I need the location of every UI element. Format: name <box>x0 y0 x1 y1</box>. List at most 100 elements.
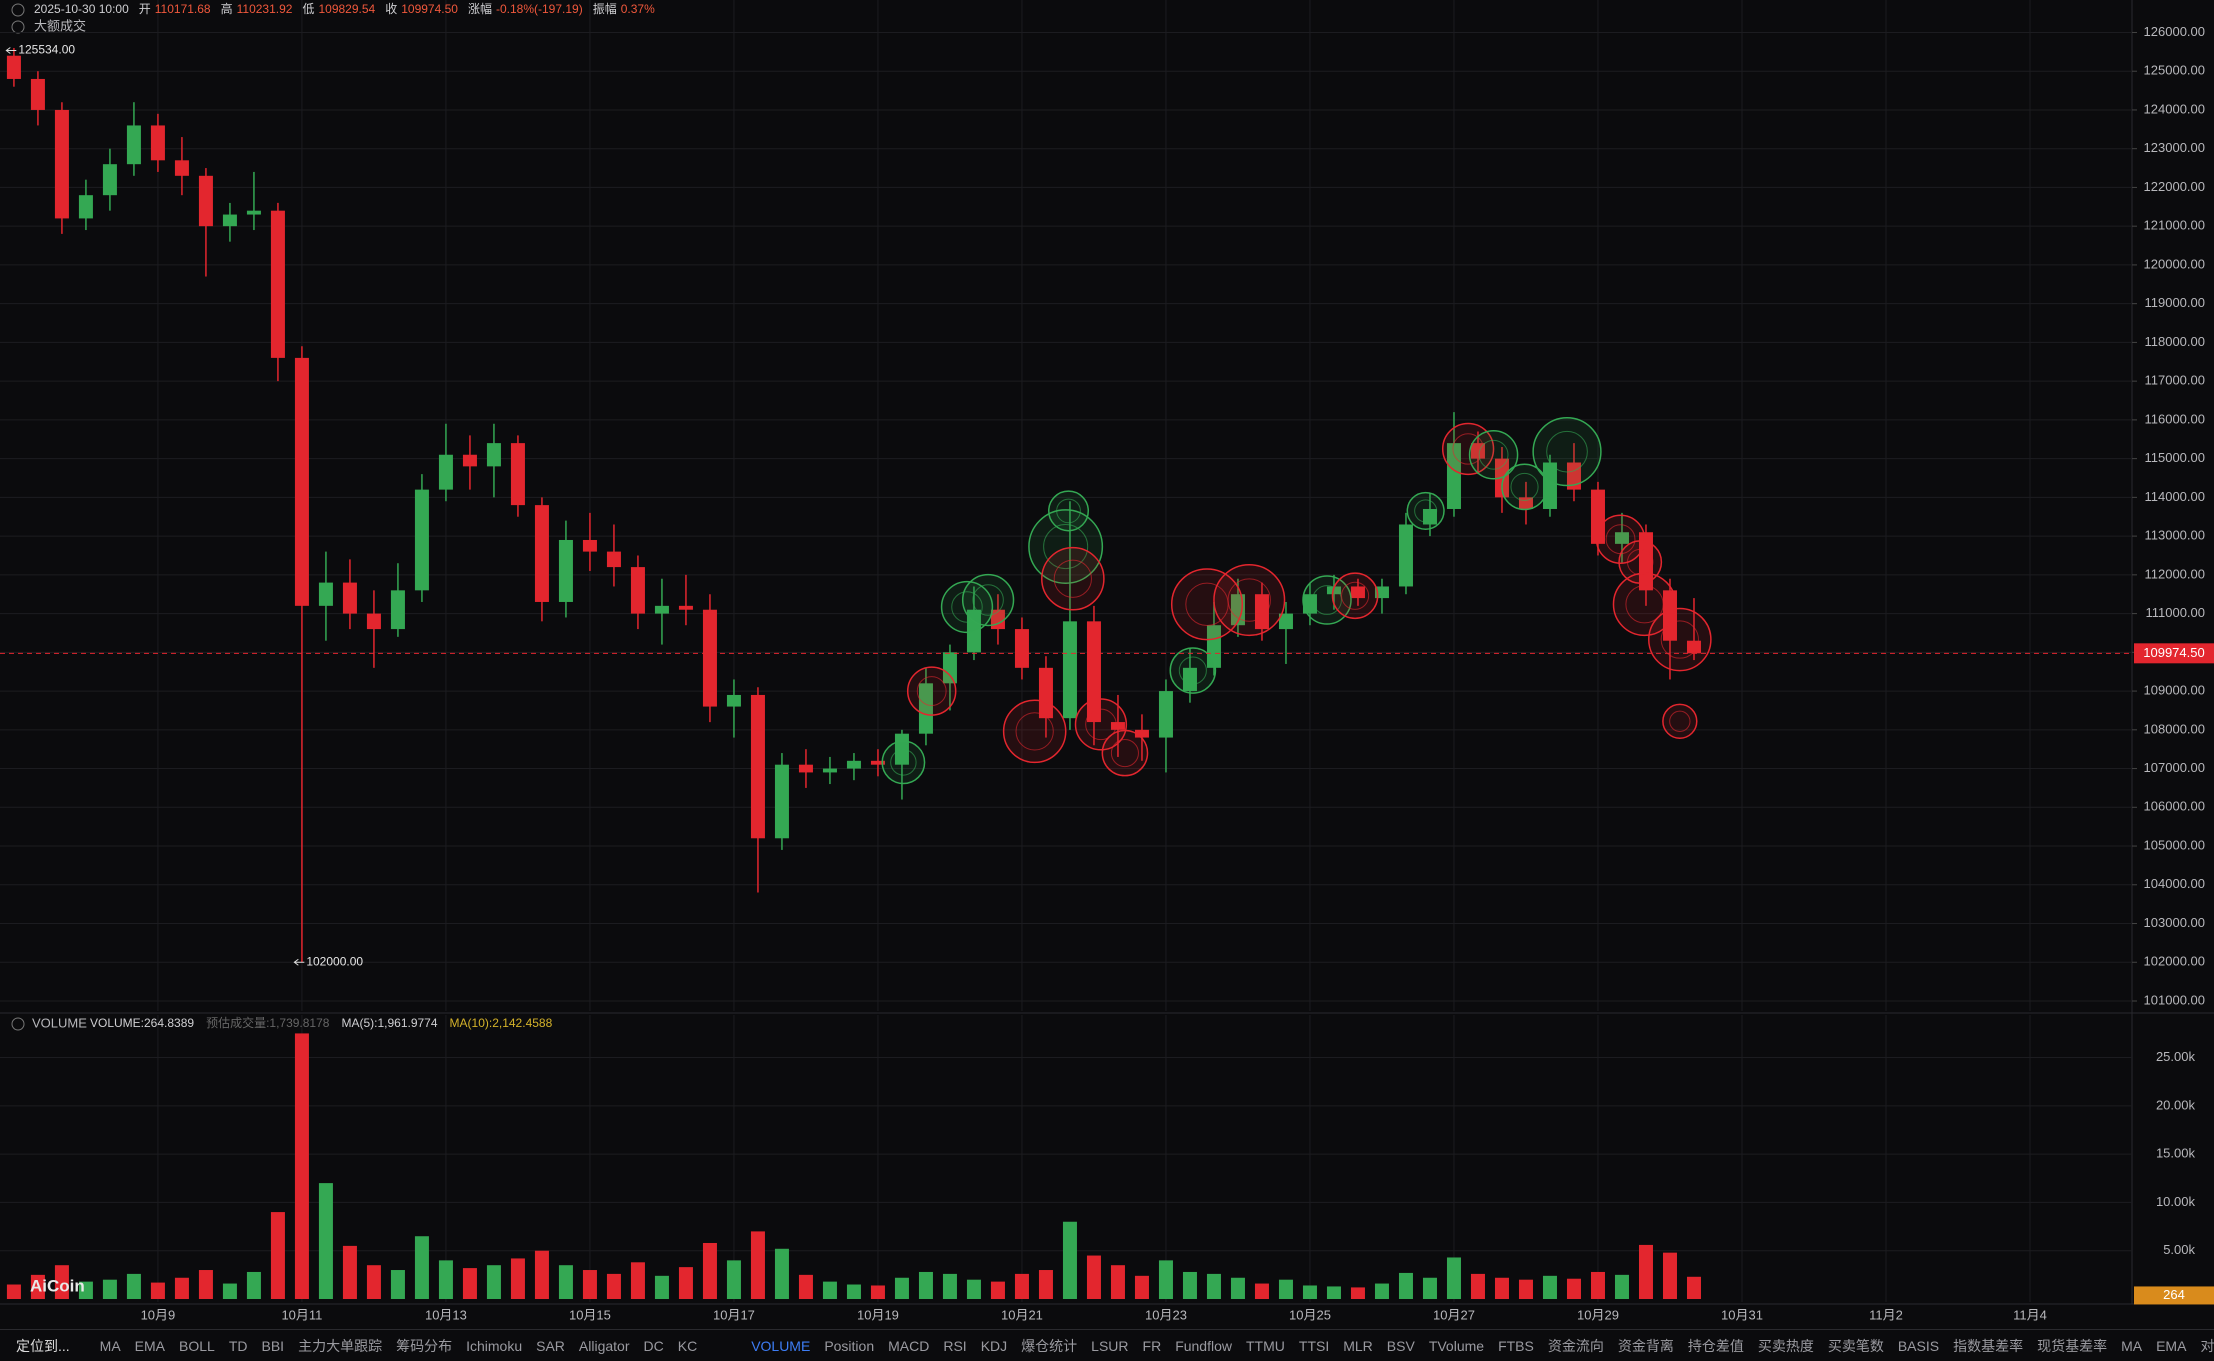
collapse-icon[interactable] <box>11 20 25 34</box>
toolbar-item[interactable]: MA <box>2121 1337 2143 1354</box>
volume-bar <box>1494 1277 1509 1299</box>
toolbar-item[interactable]: TD <box>228 1337 248 1354</box>
toolbar-item[interactable]: 筹码分布 <box>396 1337 453 1354</box>
volume-bar <box>6 1284 21 1299</box>
candle-body <box>438 454 453 490</box>
y-tick-label: 124000.00 <box>2144 101 2205 116</box>
y-tick-label: 104000.00 <box>2144 876 2205 891</box>
y-tick-label: 113000.00 <box>2145 528 2206 543</box>
locate-button[interactable]: 定位到... <box>16 1337 70 1354</box>
y-tick-label: 119000.00 <box>2145 295 2206 310</box>
toolbar-item[interactable]: 指数基差率 <box>1953 1337 2024 1354</box>
candle-body <box>270 210 285 358</box>
candle-body <box>342 582 357 614</box>
y-tick-label: 125000.00 <box>2144 63 2205 78</box>
toolbar-item[interactable]: MACD <box>888 1337 930 1354</box>
candle-body <box>1182 667 1197 692</box>
candle-body <box>606 551 621 568</box>
volume-bar <box>750 1231 765 1299</box>
candle-body <box>1302 594 1317 614</box>
volume-bar <box>1662 1252 1677 1299</box>
volume-bar <box>822 1281 837 1299</box>
toolbar-item[interactable]: MLR <box>1343 1337 1373 1354</box>
collapse-icon[interactable] <box>11 3 25 17</box>
toolbar-item[interactable]: Ichimoku <box>466 1337 523 1354</box>
toolbar-item[interactable]: BOLL <box>179 1337 215 1354</box>
last-price-label: 109974.50 <box>2143 645 2204 660</box>
candle-body <box>654 605 669 614</box>
header-value: 0.37% <box>621 2 655 16</box>
x-tick-label: 10月19 <box>857 1307 899 1322</box>
y-tick-label: 10.00k <box>2156 1194 2196 1209</box>
toolbar-item[interactable]: LSUR <box>1091 1337 1129 1354</box>
toolbar-item[interactable]: 对数 <box>2200 1337 2214 1354</box>
volume-bar <box>1518 1279 1533 1299</box>
volume-bar <box>846 1284 861 1299</box>
x-tick-label: 10月27 <box>1433 1307 1475 1322</box>
candle-body <box>1590 489 1605 544</box>
large-trade-core <box>951 591 983 623</box>
toolbar-item[interactable]: TVolume <box>1428 1337 1485 1354</box>
toolbar-item[interactable]: TTMU <box>1246 1337 1285 1354</box>
volume-bar <box>54 1265 69 1299</box>
toolbar-item[interactable]: 爆仓统计 <box>1021 1337 1078 1354</box>
toolbar-item[interactable]: MA <box>99 1337 121 1354</box>
candle-body <box>318 582 333 606</box>
toolbar-item[interactable]: 现货基差率 <box>2037 1337 2108 1354</box>
candle-body <box>558 539 573 602</box>
toolbar-item[interactable]: 买卖热度 <box>1757 1337 1814 1354</box>
volume-bar <box>270 1212 285 1299</box>
candle-body <box>174 160 189 176</box>
toolbar-item[interactable]: Alligator <box>578 1337 630 1354</box>
toolbar-item[interactable]: FTBS <box>1498 1337 1534 1354</box>
volume-bar <box>1230 1277 1245 1299</box>
volume-bar <box>150 1282 165 1299</box>
collapse-icon[interactable] <box>11 1017 25 1031</box>
large-trade <box>1468 429 1519 480</box>
large-trade <box>1406 491 1445 531</box>
toolbar-item[interactable]: BASIS <box>1897 1337 1940 1354</box>
candle-body <box>942 652 957 684</box>
toolbar-item[interactable]: BBI <box>261 1337 285 1354</box>
y-tick-label: 101000.00 <box>2144 992 2205 1007</box>
y-tick-label: 108000.00 <box>2144 721 2205 736</box>
toolbar-item[interactable]: Fundflow <box>1175 1337 1232 1354</box>
y-tick-label: 25.00k <box>2156 1049 2196 1064</box>
volume-title: VOLUME <box>32 1015 87 1030</box>
y-tick-label: 122000.00 <box>2144 179 2205 194</box>
toolbar-item[interactable]: 资金流向 <box>1547 1337 1604 1354</box>
large-trade <box>1595 514 1646 564</box>
toolbar-item[interactable]: KDJ <box>980 1337 1008 1354</box>
toolbar-item[interactable]: RSI <box>943 1337 967 1354</box>
y-tick-label: 116000.00 <box>2145 411 2206 426</box>
toolbar-item[interactable]: VOLUME <box>751 1337 811 1354</box>
volume-bar <box>1542 1275 1557 1299</box>
volume-bar <box>1638 1244 1653 1299</box>
large-trade <box>906 666 957 716</box>
candle-body <box>1398 524 1413 587</box>
x-tick-label: 10月13 <box>425 1307 467 1322</box>
toolbar-item[interactable]: EMA <box>134 1337 166 1354</box>
volume-bar <box>462 1268 477 1299</box>
toolbar-item[interactable]: Position <box>824 1337 875 1354</box>
toolbar-item[interactable]: 持仓差值 <box>1687 1337 1744 1354</box>
toolbar-item[interactable]: DC <box>643 1337 664 1354</box>
toolbar-item[interactable]: 资金背离 <box>1617 1337 1674 1354</box>
volume-bar <box>78 1281 93 1299</box>
toolbar-item[interactable]: FR <box>1142 1337 1162 1354</box>
toolbar-item[interactable]: 买卖笔数 <box>1827 1337 1884 1354</box>
toolbar-item[interactable]: EMA <box>2156 1337 2187 1354</box>
toolbar-item[interactable]: BSV <box>1386 1337 1415 1354</box>
y-tick-label: 109000.00 <box>2144 683 2205 698</box>
y-tick-label: 121000.00 <box>2144 218 2205 233</box>
toolbar-item[interactable]: TTSI <box>1298 1337 1330 1354</box>
large-trade <box>1048 490 1090 532</box>
toolbar-item[interactable]: SAR <box>536 1337 565 1354</box>
volume-bar <box>318 1183 333 1299</box>
large-trade-core <box>1510 472 1539 501</box>
toolbar-item[interactable]: 主力大单跟踪 <box>298 1337 383 1354</box>
candle-body <box>6 55 21 79</box>
volume-bar <box>222 1283 237 1299</box>
large-trade-core <box>1341 581 1370 610</box>
toolbar-item[interactable]: KC <box>677 1337 698 1354</box>
